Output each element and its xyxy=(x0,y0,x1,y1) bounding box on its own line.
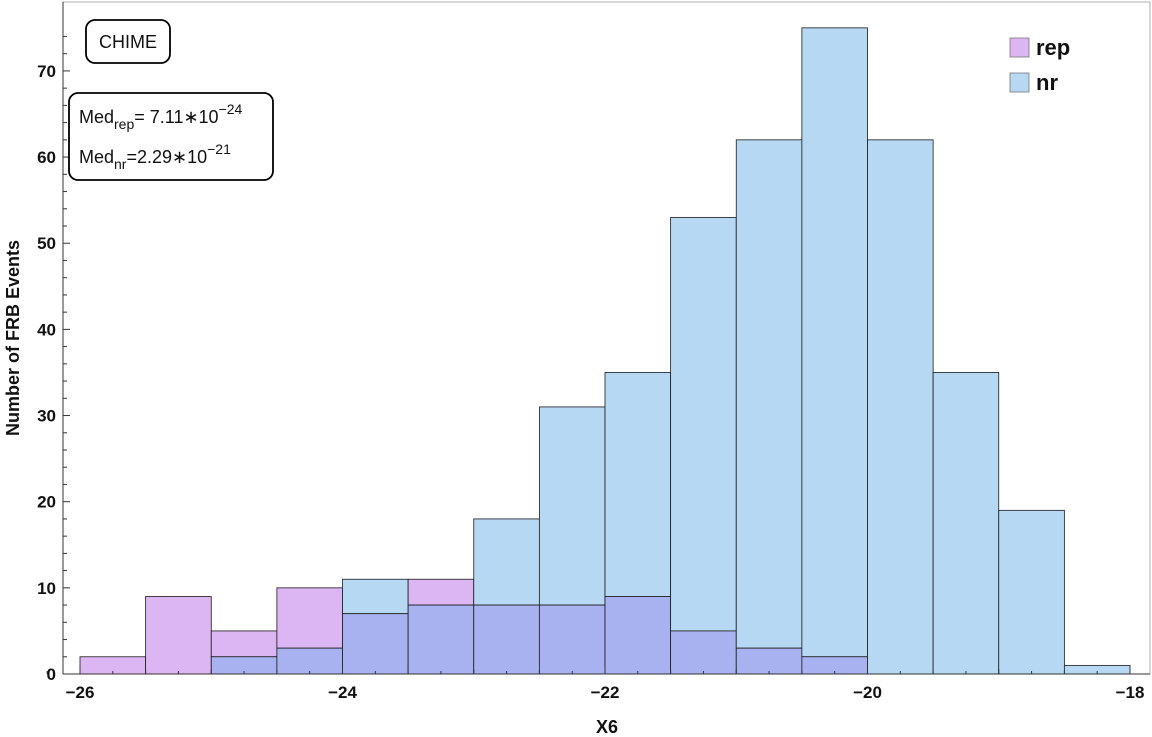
x-tick-label: −20 xyxy=(853,683,882,702)
legend-swatch-rep xyxy=(1009,37,1030,58)
median-rep-text: Medrep= 7.11∗10−24 xyxy=(79,101,243,132)
x-tick-label: −26 xyxy=(66,683,95,702)
median-nr-exponent: −21 xyxy=(207,141,231,157)
bar-rep-m23_5 xyxy=(407,578,475,606)
legend-label-rep: rep xyxy=(1036,35,1070,60)
x-tick-label: −22 xyxy=(591,683,620,702)
bar-overlap-m22 xyxy=(604,596,672,675)
axes-layer: 0 10 20 30 40 50 60 70 −26 −24 −22 −20 −18 xyxy=(37,2,1150,702)
y-tick-label: 40 xyxy=(37,320,56,339)
bar-nr-m24 xyxy=(342,578,409,615)
median-box: Medrep= 7.11∗10−24 Mednr=2.29∗10−21 xyxy=(68,92,274,181)
bar-nr-m19_5 xyxy=(932,372,1000,675)
bar-rep-m25_5 xyxy=(145,596,212,675)
bar-nr-m22_5 xyxy=(538,406,606,606)
y-tick-label: 60 xyxy=(37,148,56,167)
y-tick-label: 10 xyxy=(37,579,56,598)
x-tick-label: −18 xyxy=(1116,683,1145,702)
bar-nr-m21_5 xyxy=(670,216,737,632)
bar-overlap-m21_5 xyxy=(670,630,737,675)
median-nr-prefix: Med xyxy=(79,147,114,167)
median-rep-value: = 7.11∗10 xyxy=(134,107,218,127)
x-axis-title: X6 xyxy=(596,717,618,737)
bar-overlap-m24_5 xyxy=(276,647,343,675)
bar-nr-m19 xyxy=(998,509,1065,675)
legend-swatch-nr xyxy=(1009,72,1030,93)
median-nr-sub: nr xyxy=(114,156,127,172)
bar-overlap-m22_5 xyxy=(538,604,606,675)
dataset-label-frame xyxy=(85,19,171,64)
bar-nr-m23 xyxy=(473,518,540,606)
median-rep-prefix: Med xyxy=(79,107,114,127)
y-tick-label: 70 xyxy=(37,62,56,81)
median-rep-exponent: −24 xyxy=(219,101,243,117)
bar-nr-m20_5 xyxy=(801,27,868,658)
dataset-label-box: CHIME xyxy=(85,19,171,64)
y-axis-title: Number of FRB Events xyxy=(3,240,23,436)
median-nr-text: Mednr=2.29∗10−21 xyxy=(79,141,231,172)
bar-overlap-m24 xyxy=(342,613,409,675)
y-tick-label: 30 xyxy=(37,407,56,426)
bar-overlap-m23_5 xyxy=(407,604,475,675)
bar-overlap-m21 xyxy=(735,647,803,675)
legend-label-nr: nr xyxy=(1036,70,1058,95)
legend: rep nr xyxy=(1009,35,1070,95)
bar-nr-m21 xyxy=(735,139,803,649)
median-nr-value: =2.29∗10 xyxy=(126,147,207,167)
median-rep-sub: rep xyxy=(114,116,134,132)
bar-rep-m25 xyxy=(210,630,278,658)
bar-rep-m24_5 xyxy=(276,587,343,649)
bar-nr-m22 xyxy=(604,372,672,597)
bar-overlap-m23 xyxy=(473,604,540,675)
bars-layer xyxy=(79,27,1131,675)
dataset-label: CHIME xyxy=(99,32,157,52)
x-tick-label: −24 xyxy=(328,683,357,702)
y-tick-label: 0 xyxy=(47,665,56,684)
median-box-frame xyxy=(68,92,274,181)
bar-nr-m20 xyxy=(867,139,934,675)
y-tick-label: 20 xyxy=(37,493,56,512)
y-tick-label: 50 xyxy=(37,234,56,253)
